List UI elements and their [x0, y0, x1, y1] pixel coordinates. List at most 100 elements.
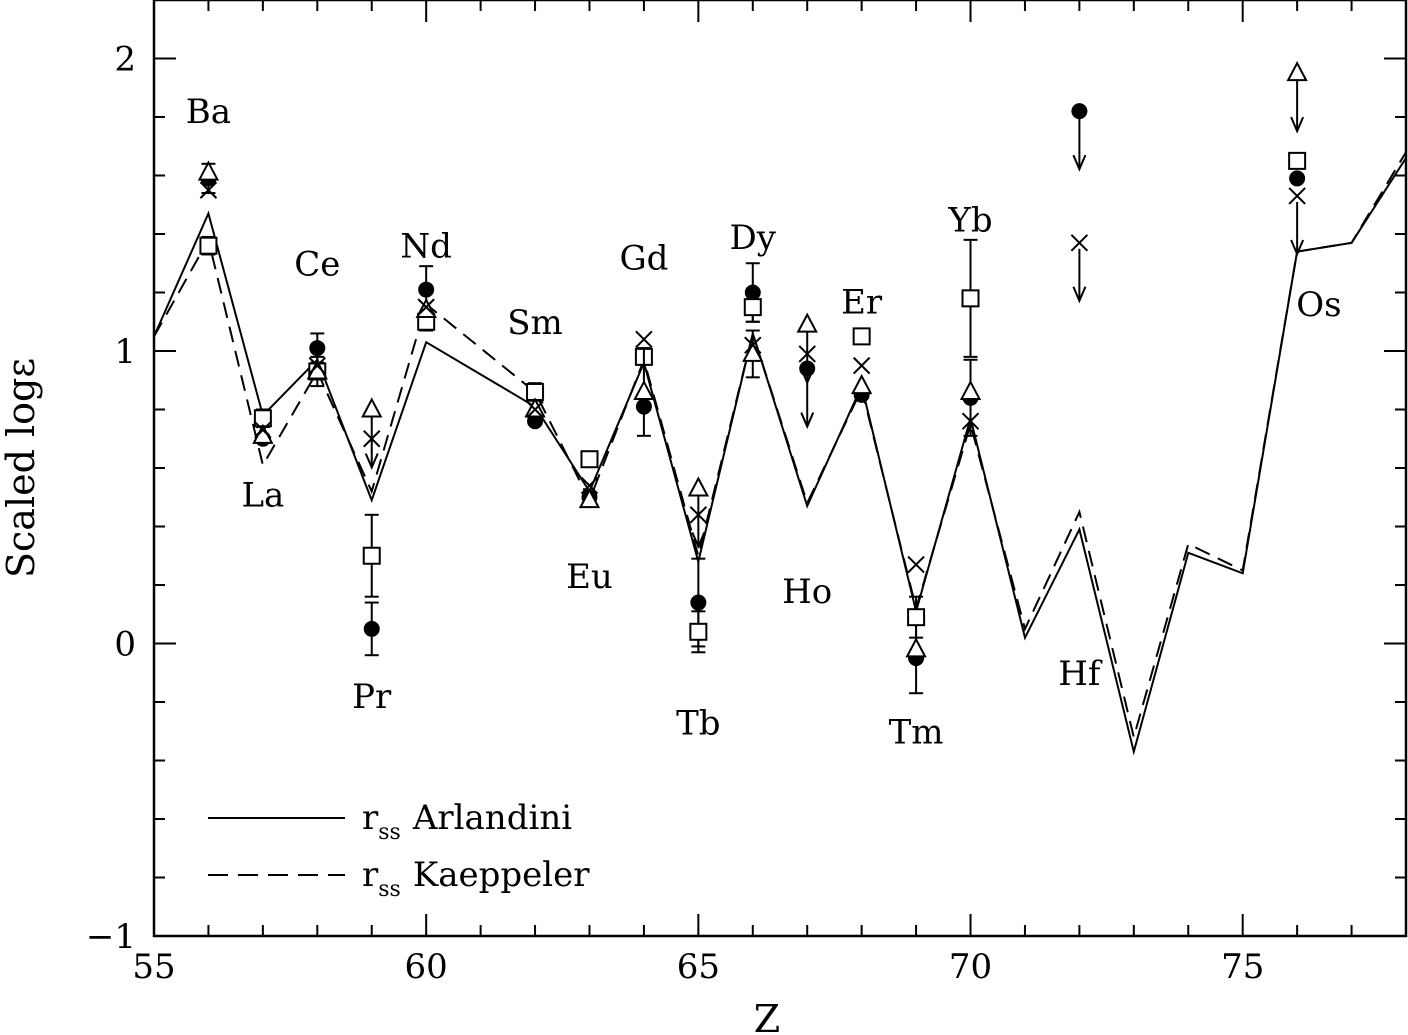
line-series-arlandini — [153, 157, 1407, 756]
open-square-point — [1288, 151, 1307, 170]
cross-stroke — [689, 506, 708, 524]
cross-stroke — [254, 421, 272, 439]
legend-label-sub: ss — [378, 820, 401, 845]
legend-label: rss Kaeppeler — [362, 855, 590, 902]
cross-point — [199, 181, 218, 199]
element-label: Hf — [1058, 654, 1103, 694]
cross-point — [689, 506, 708, 524]
open-triangle-point — [1286, 60, 1308, 82]
cross-upper-limit-arrow — [1290, 201, 1305, 257]
cross-stroke — [199, 181, 218, 199]
cross-point — [580, 476, 599, 495]
cross-stroke — [744, 336, 762, 354]
element-label: Er — [841, 282, 883, 322]
data-markers — [197, 60, 1308, 695]
element-label: Dy — [730, 218, 777, 258]
cross-stroke — [1288, 187, 1306, 205]
open-triangle-point — [850, 373, 873, 395]
x-tick-label: 70 — [949, 947, 992, 987]
legend-label-text: Kaeppeler — [413, 855, 590, 895]
x-tick-label: 55 — [132, 947, 175, 987]
element-label: Os — [1296, 285, 1341, 325]
cross-point — [798, 345, 816, 363]
element-label: Eu — [566, 557, 613, 597]
open-square-point — [852, 327, 871, 346]
element-label: Gd — [619, 238, 668, 278]
element-labels: Ba La Ce Pr Nd Sm Eu Gd Tb Dy Ho Er Tm Yb Hf Os — [186, 92, 1342, 752]
arrow-head — [800, 412, 815, 430]
element-label: Yb — [947, 200, 992, 240]
cross-point — [308, 356, 327, 375]
y-tick-label: −1 — [86, 917, 136, 957]
cross-point — [1288, 187, 1306, 205]
cross-stroke — [1070, 234, 1089, 252]
open-square-point — [743, 298, 762, 317]
element-label: Ba — [186, 92, 231, 132]
arrow-head — [1290, 239, 1305, 257]
element-label: Nd — [400, 227, 452, 267]
arrow-head — [691, 532, 706, 550]
arrow-head — [1072, 154, 1087, 172]
open-triangle-point — [742, 341, 764, 362]
element-label: Tb — [676, 703, 720, 743]
line-series-kaeppeler — [153, 151, 1407, 742]
element-label: La — [241, 475, 284, 515]
y-tick-label: 1 — [114, 332, 136, 372]
cross-stroke — [417, 298, 435, 316]
open-triangle-point — [905, 637, 927, 658]
open-square-point — [199, 236, 218, 255]
arrow-head — [364, 453, 379, 471]
open-square-point — [961, 289, 980, 308]
filled-circle-point — [418, 281, 435, 298]
open_triangle-upper-limit-arrow — [800, 330, 815, 386]
arrow-head — [1072, 286, 1087, 304]
cross-stroke — [961, 412, 980, 430]
open-square-point — [580, 450, 599, 469]
open-triangle-point — [578, 488, 601, 509]
open_triangle-upper-limit-arrow — [691, 494, 706, 550]
element-label: Tm — [889, 712, 944, 752]
legend-label-sub: ss — [378, 877, 401, 902]
axis-ticks — [153, 0, 1407, 937]
legend-label-main: r — [362, 798, 379, 838]
element-label: Ho — [782, 572, 832, 612]
cross-stroke — [526, 400, 544, 419]
cross-stroke — [907, 555, 925, 574]
cross-stroke — [635, 330, 653, 349]
cross-point — [363, 430, 381, 448]
x-tick-label: 65 — [677, 947, 720, 987]
x-tick-label: 60 — [405, 947, 448, 987]
filled-circle-point — [1071, 103, 1088, 120]
filled_circle-upper-limit-arrow — [1072, 117, 1087, 172]
open-square-point — [907, 608, 926, 627]
cross-point — [961, 412, 980, 430]
cross-point — [254, 421, 272, 439]
cross-point — [852, 356, 871, 375]
cross-stroke — [308, 356, 327, 375]
arrow-head — [800, 368, 815, 386]
open-triangle-point — [524, 397, 546, 418]
open-triangle-point — [197, 160, 220, 181]
legend-label-main: r — [362, 855, 379, 895]
arrow-head — [1290, 116, 1305, 134]
filled-circle-point — [309, 340, 326, 357]
cross-point — [635, 330, 653, 349]
element-label: Ce — [294, 244, 340, 284]
open_triangle-upper-limit-arrow — [364, 415, 379, 471]
open-square-point — [689, 622, 708, 641]
open-triangle-point — [687, 476, 710, 497]
open-triangle-point — [633, 379, 655, 400]
cross-upper-limit-arrow — [1072, 248, 1087, 304]
cross-stroke — [580, 476, 599, 495]
cross-point — [417, 298, 435, 316]
element-label: Sm — [507, 303, 563, 343]
cross-point — [526, 400, 544, 419]
series-lines — [153, 151, 1407, 756]
cross-stroke — [798, 345, 816, 363]
open-triangle-point — [361, 397, 383, 418]
element-label: Pr — [352, 677, 392, 717]
filled-circle-point — [690, 594, 707, 611]
legend-label: rss Arlandini — [362, 798, 572, 845]
x-tick-label: 75 — [1221, 947, 1264, 987]
